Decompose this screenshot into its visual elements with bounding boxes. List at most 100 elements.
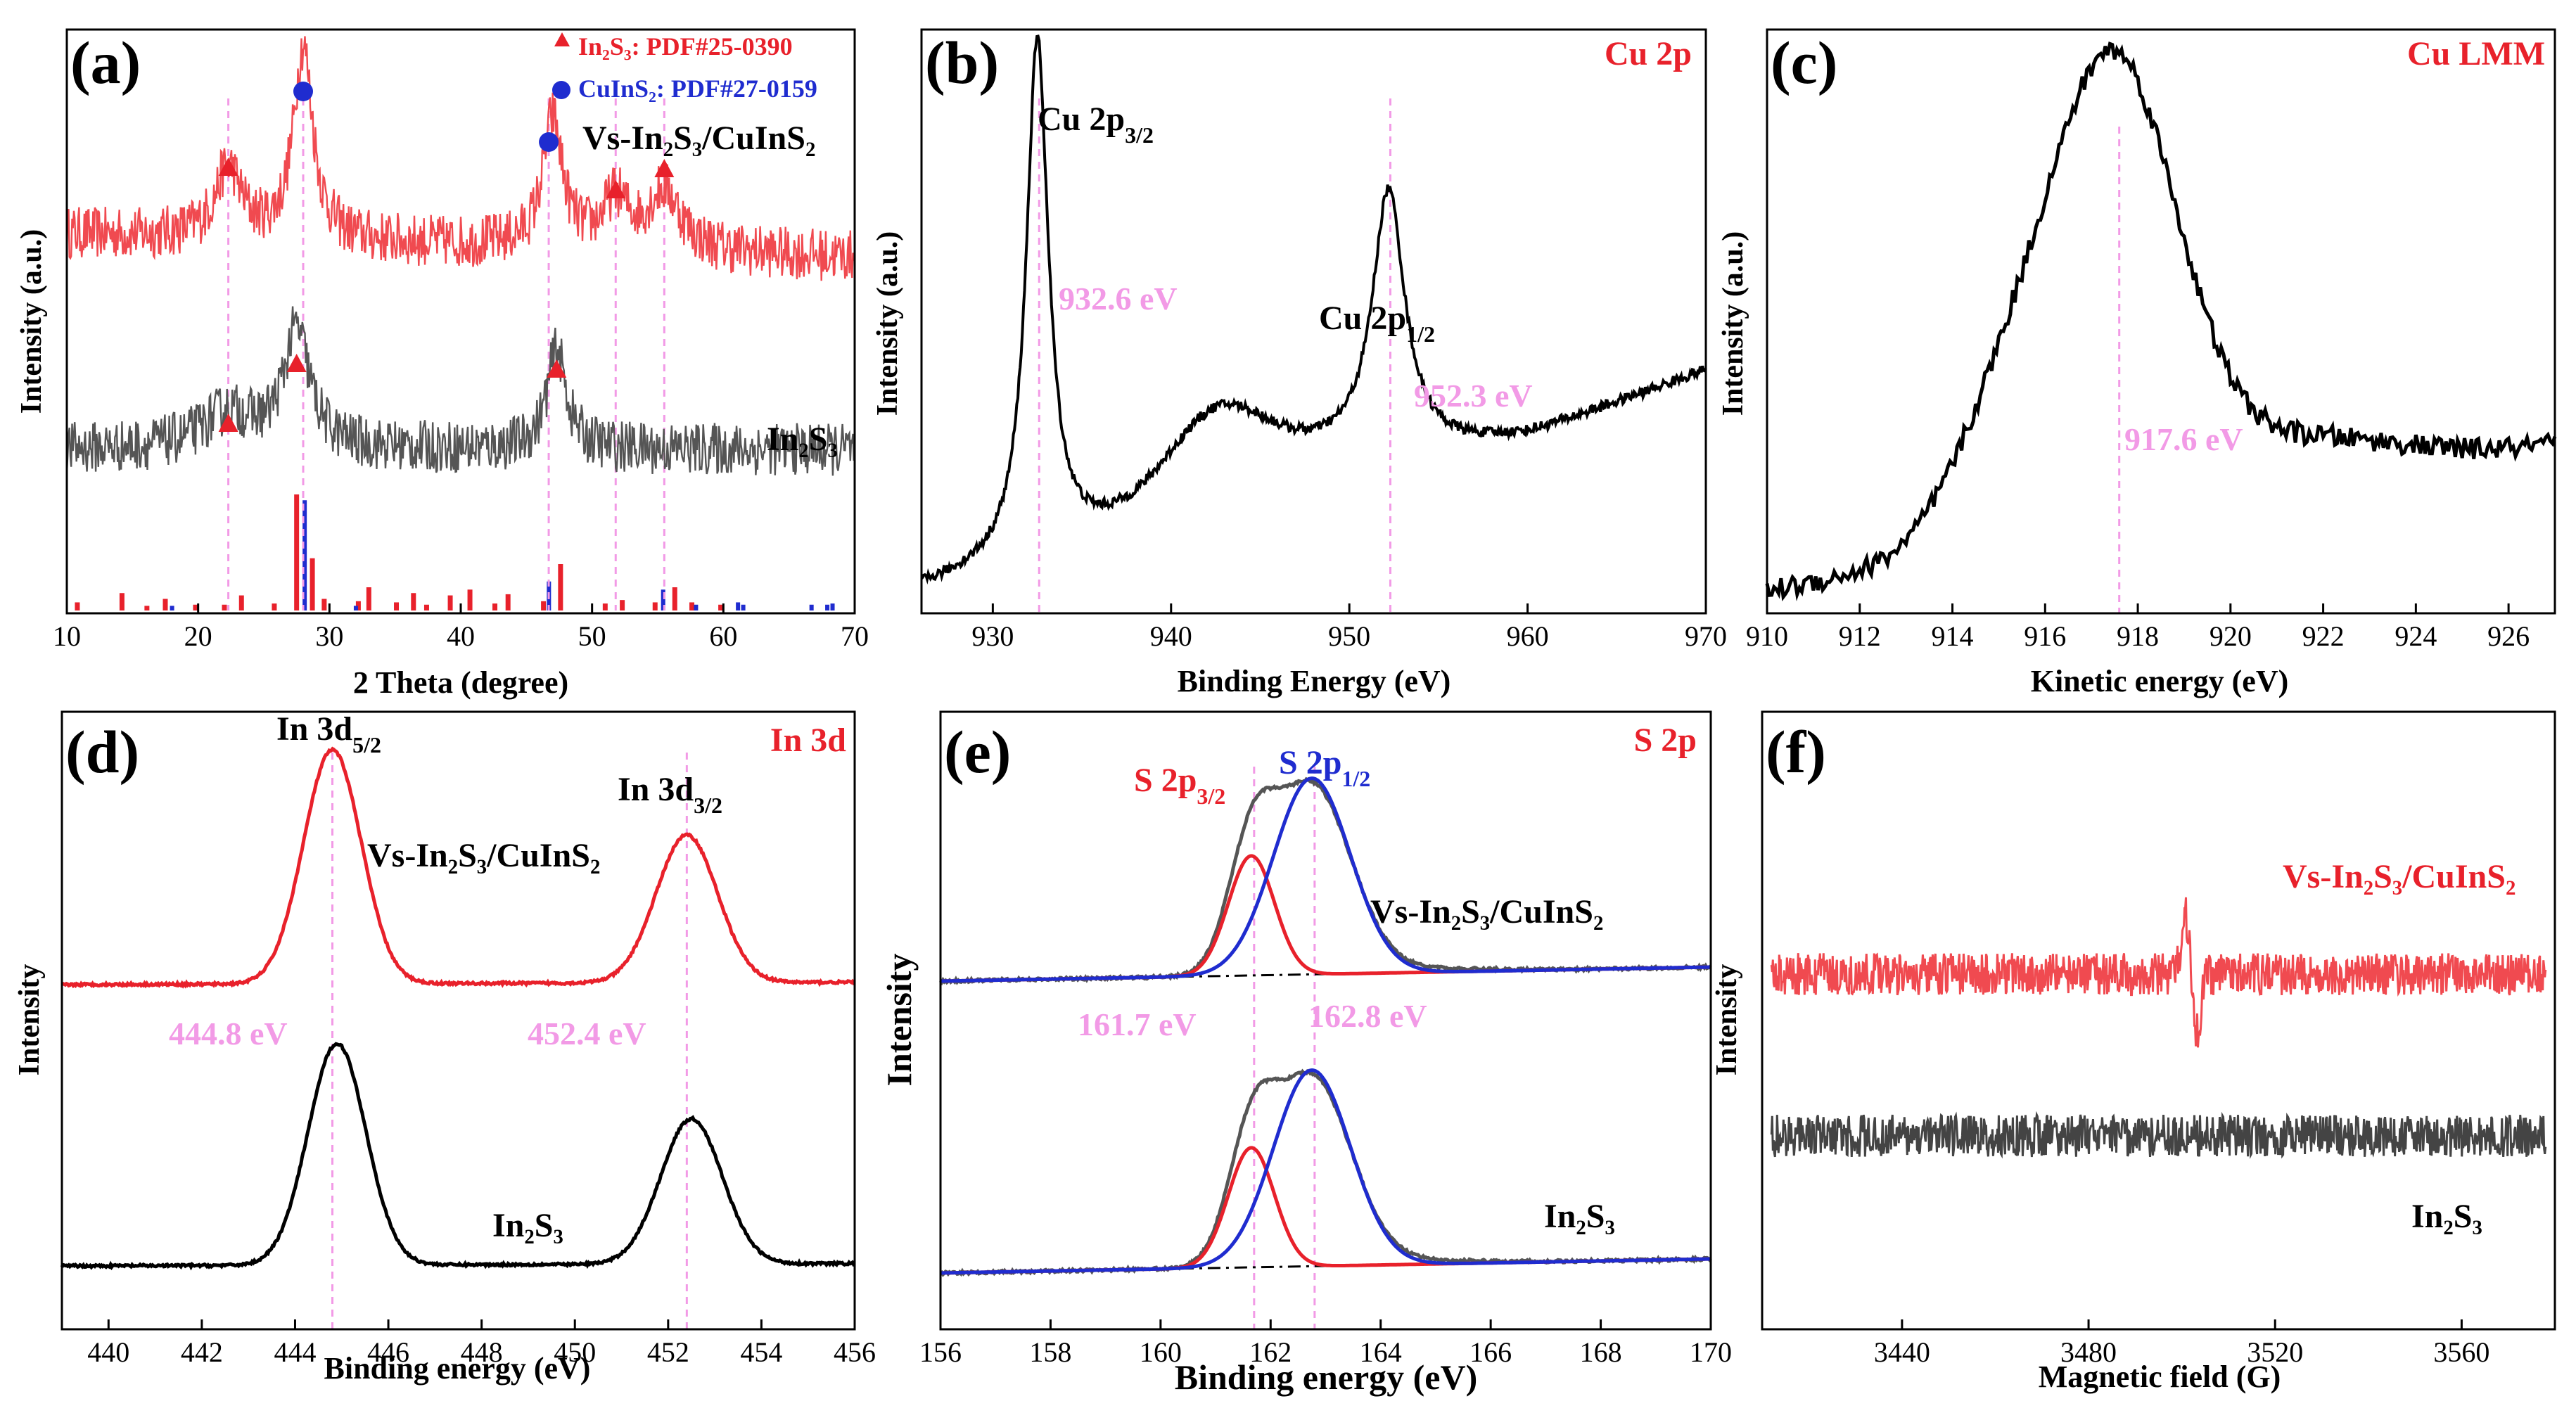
marker-triangle-in2s3 [547, 359, 567, 378]
x-tick-label: 446 [367, 1336, 409, 1368]
panel-c: (c) Cu LMM 917.6 eV 910 912 914 916 918 920 92… [1717, 28, 2557, 698]
panel-f-data [1770, 897, 2547, 1160]
panel-b-frame [920, 28, 1707, 615]
legend-triangle-marker [554, 32, 570, 46]
panel-f-x-title: Magnetic field (G) [2039, 1360, 2281, 1394]
annot-444-8: 444.8 eV [169, 1016, 288, 1051]
legend-cuins2-pdf: CuInS₂: PDF#27-0159 [578, 75, 817, 103]
panel-c-label: (c) [1771, 29, 1837, 96]
x-tick-label: 164 [1360, 1336, 1402, 1368]
panel-f: (f) Vs-In₂S₃/CuInS₂ In₂S₃ 3440 3480 3520 35… [1711, 710, 2556, 1394]
envelope-1 [939, 1068, 1712, 1277]
x-tick-label: 3440 [1874, 1336, 1930, 1368]
panel-e-x-ticks: 156 158 160 162 164 166 168 170 [919, 1319, 1732, 1368]
panel-e-frame [939, 710, 1712, 1331]
curve-label-in2s3-f: In₂S₃ [2411, 1198, 2482, 1235]
x-tick-label: 910 [1746, 620, 1788, 652]
peak-label-cu2p12: Cu 2p1/2 [1319, 300, 1435, 347]
x-tick-label: 916 [2024, 620, 2066, 652]
panel-b-data [920, 34, 1707, 613]
panel-a-frame [65, 28, 856, 615]
x-tick-label: 960 [1507, 620, 1549, 652]
x-tick-label: 452 [647, 1336, 689, 1368]
curve-label-vs-in2s3-cuins2-f: Vs-In₂S₃/CuInS₂ [2283, 858, 2516, 895]
panel-c-data [1765, 41, 2557, 613]
peak-label-in3d32: In 3d3/2 [618, 771, 722, 818]
x-tick-label: 20 [184, 620, 212, 652]
x-tick-label: 940 [1150, 620, 1192, 652]
x-tick-label: 60 [709, 620, 737, 652]
panel-d: (d) In 3d In 3d5/2 In 3d3/2 Vs-In₂S₃/CuI… [13, 710, 876, 1386]
x-tick-label: 444 [274, 1336, 316, 1368]
peak-label-s2p32: S 2p3/2 [1134, 762, 1225, 809]
component-s2p12-0 [941, 776, 1711, 983]
x-tick-label: 50 [578, 620, 606, 652]
in3d-series-0 [61, 746, 855, 989]
legend-circle-marker [552, 81, 570, 99]
panel-e-title: S 2p [1634, 722, 1697, 759]
x-tick-label: 924 [2395, 620, 2437, 652]
panel-c-x-ticks: 910 912 914 916 918 920 922 924 926 [1746, 603, 2530, 652]
panel-c-y-title: Intensity (a.u.) [1717, 231, 1749, 416]
curve-label-in2s3-d: In₂S₃ [492, 1207, 563, 1244]
epr-series-1 [1770, 1111, 2547, 1160]
x-tick-label: 70 [841, 620, 869, 652]
cu-lmm-spectrum [1765, 41, 2557, 601]
annot-932-6: 932.6 eV [1059, 281, 1178, 316]
x-tick-label: 930 [971, 620, 1014, 652]
x-tick-label: 450 [554, 1336, 596, 1368]
panel-d-data [60, 746, 856, 1329]
panel-a-label: (a) [70, 29, 141, 96]
curve-label-vs-in2s3-cuins2: Vs-In₂S₃/CuInS₂ [582, 120, 815, 157]
series-1 [65, 306, 856, 476]
x-tick-label: 912 [1839, 620, 1881, 652]
panel-a-data [65, 36, 856, 610]
x-tick-label: 442 [181, 1336, 223, 1368]
x-tick-label: 456 [834, 1336, 876, 1368]
curve-label-vs-in2s3-cuins2-d: Vs-In₂S₃/CuInS₂ [367, 837, 600, 874]
component-s2p12-1 [941, 1068, 1711, 1275]
panel-e-data [939, 767, 1712, 1329]
peak-label-cu2p32: Cu 2p3/2 [1038, 101, 1154, 148]
marker-circle-cuins2 [293, 82, 313, 101]
annot-952-3: 952.3 eV [1414, 378, 1533, 414]
panel-d-frame [60, 710, 856, 1331]
x-tick-label: 914 [1932, 620, 1974, 652]
annot-917-6: 917.6 eV [2124, 421, 2243, 457]
panel-f-y-title: Intensity [1711, 964, 1743, 1076]
envelope-0 [939, 776, 1712, 986]
panel-d-y-title: Intensity [13, 964, 46, 1076]
x-tick-label: 922 [2302, 620, 2345, 652]
panel-b-x-ticks: 930 940 950 960 970 [971, 603, 1727, 652]
series-0 [65, 36, 856, 281]
x-tick-label: 454 [740, 1336, 782, 1368]
x-tick-label: 3520 [2247, 1336, 2303, 1368]
x-tick-label: 10 [53, 620, 81, 652]
marker-triangle-in2s3 [218, 414, 238, 432]
x-tick-label: 30 [315, 620, 343, 652]
panel-c-frame [1766, 28, 2556, 615]
curve-label-in2s3: In₂S₃ [767, 421, 838, 458]
panel-f-x-ticks: 3440 3480 3520 3560 [1874, 1319, 2489, 1368]
panel-a: (a) In₂S₃: PDF#25-0390 CuInS₂: PDF#27-01… [15, 28, 869, 700]
marker-circle-cuins2 [539, 132, 559, 152]
x-tick-label: 918 [2117, 620, 2159, 652]
panel-b: (b) Cu 2p Cu 2p3/2 Cu 2p1/2 932.6 eV 952… [872, 28, 1727, 698]
marker-triangle-in2s3 [286, 354, 307, 372]
panel-b-x-title: Binding Energy (eV) [1178, 664, 1451, 698]
curve-label-vs-in2s3-cuins2-e: Vs-In₂S₃/CuInS₂ [1370, 893, 1603, 930]
annot-162-8: 162.8 eV [1308, 998, 1427, 1034]
x-tick-label: 168 [1580, 1336, 1622, 1368]
x-tick-label: 440 [87, 1336, 129, 1368]
marker-triangle-in2s3 [606, 180, 626, 198]
curve-label-in2s3-e: In₂S₃ [1544, 1198, 1615, 1235]
epr-series-0 [1770, 897, 2547, 1048]
x-tick-label: 3560 [2433, 1336, 2489, 1368]
panel-e: (e) S 2p S 2p3/2 S 2p1/2 Vs-In₂S₃/CuInS₂… [879, 710, 1732, 1397]
panel-a-y-title: Intensity (a.u.) [15, 229, 48, 414]
panel-e-label: (e) [944, 718, 1011, 786]
panel-d-title: In 3d [770, 722, 846, 759]
x-tick-label: 170 [1690, 1336, 1732, 1368]
annot-161-7: 161.7 eV [1078, 1006, 1197, 1042]
